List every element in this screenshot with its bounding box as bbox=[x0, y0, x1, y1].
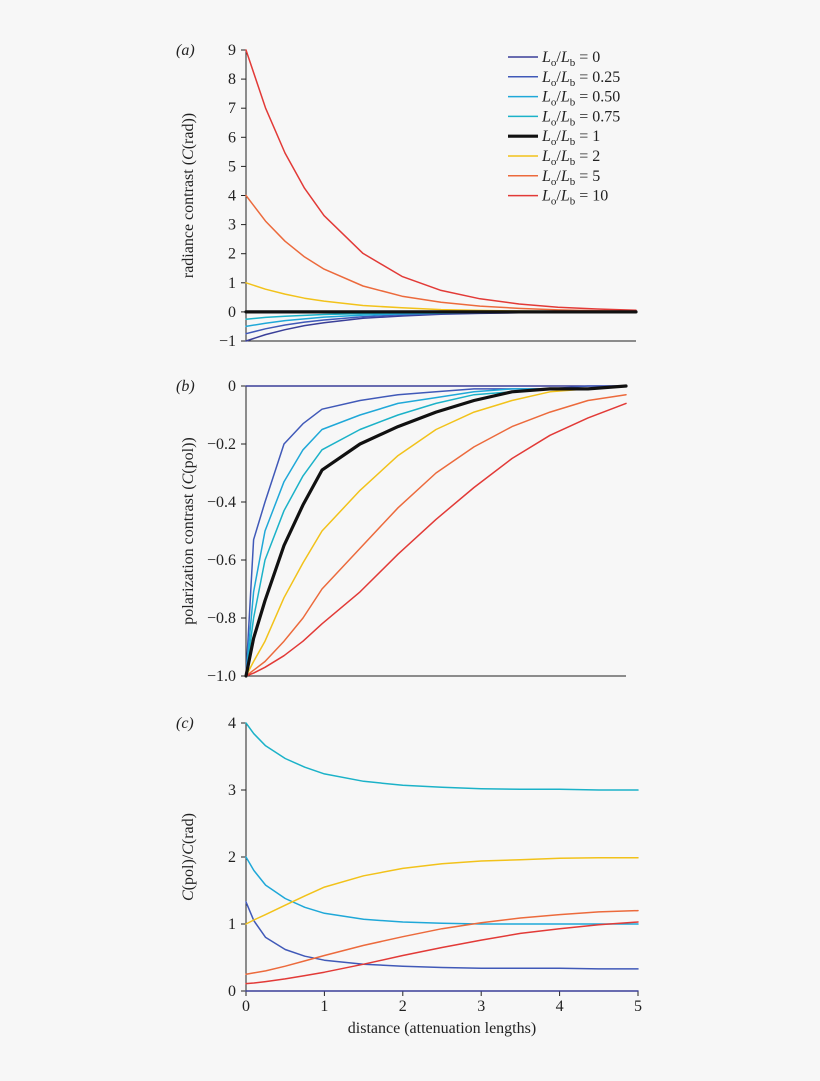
y-tick-label: −0.6 bbox=[207, 552, 236, 569]
legend-entry: Lo/Lb = 0.50 bbox=[541, 89, 620, 109]
y-tick-label: −1.0 bbox=[207, 668, 236, 685]
series-line-10 bbox=[245, 49, 637, 311]
legend-entry: Lo/Lb = 0 bbox=[541, 49, 600, 69]
y-tick-label: −1 bbox=[219, 333, 236, 350]
legend-entry: Lo/Lb = 0.25 bbox=[541, 69, 620, 89]
y-tick-label: 1 bbox=[228, 275, 236, 292]
y-tick-label: 8 bbox=[228, 71, 236, 88]
legend-entry: Lo/Lb = 0.75 bbox=[541, 108, 620, 128]
y-axis-label: polarization contrast (C(pol)) bbox=[180, 437, 197, 625]
series-line-0_75 bbox=[245, 722, 639, 791]
y-tick-label: 1 bbox=[228, 916, 236, 933]
panel-label: (a) bbox=[176, 42, 195, 59]
y-tick-label: 5 bbox=[228, 158, 236, 175]
series-line-2 bbox=[245, 385, 627, 677]
y-tick-label: 9 bbox=[228, 42, 236, 59]
y-tick-label: −0.2 bbox=[207, 436, 236, 453]
panel-label: (c) bbox=[176, 715, 194, 732]
x-tick-label: 0 bbox=[242, 998, 250, 1015]
series-line-0_50 bbox=[245, 856, 639, 925]
y-tick-label: 0 bbox=[228, 378, 236, 395]
series-line-1 bbox=[244, 384, 628, 678]
panel-0: (a) 9 8 7 6 5 4 3 2 1 0 −1 radiance contrast (C(rad)… bbox=[176, 42, 638, 350]
series-line-2 bbox=[245, 856, 639, 925]
legend-entry: Lo/Lb = 5 bbox=[541, 168, 600, 188]
x-tick-label: 3 bbox=[477, 998, 485, 1015]
panel-label: (b) bbox=[176, 378, 195, 395]
x-tick-label: 5 bbox=[634, 998, 642, 1015]
series-line-10 bbox=[245, 402, 627, 677]
series-line-0_25 bbox=[245, 901, 639, 970]
y-tick-label: 2 bbox=[228, 246, 236, 263]
y-tick-label: 0 bbox=[228, 304, 236, 321]
x-tick-label: 4 bbox=[556, 998, 564, 1015]
panel-2: (c) 4 3 2 1 00 1 2 3 4 5 C(pol)/C(rad) bbox=[176, 715, 642, 1015]
series-line-5 bbox=[245, 909, 639, 976]
y-tick-label: 7 bbox=[228, 100, 236, 117]
x-tick-label: 1 bbox=[320, 998, 328, 1015]
y-tick-label: 4 bbox=[228, 188, 236, 205]
y-tick-label: 0 bbox=[228, 983, 236, 1000]
y-tick-label: 3 bbox=[228, 782, 236, 799]
y-tick-label: 2 bbox=[228, 849, 236, 866]
y-tick-label: −0.8 bbox=[207, 610, 236, 627]
y-axis-label: C(pol)/C(rad) bbox=[180, 813, 197, 901]
series-line-10 bbox=[245, 921, 639, 985]
series-line-2 bbox=[245, 282, 637, 313]
y-tick-label: −0.4 bbox=[207, 494, 236, 511]
series-line-0 bbox=[245, 311, 637, 342]
y-axis-label: radiance contrast (C(rad)) bbox=[180, 113, 197, 278]
x-axis-label: distance (attenuation lengths) bbox=[348, 1020, 536, 1037]
x-tick-label: 2 bbox=[399, 998, 407, 1015]
panel-1: (b) 0 −0.2 −0.4 −0.6 −0.8 −1.0 polarization con… bbox=[176, 378, 628, 685]
legend-entry: Lo/Lb = 2 bbox=[541, 148, 600, 168]
y-tick-label: 4 bbox=[228, 715, 236, 732]
legend-entry: Lo/Lb = 10 bbox=[541, 188, 608, 208]
y-tick-label: 6 bbox=[228, 129, 236, 146]
y-tick-label: 3 bbox=[228, 217, 236, 234]
series-line-5 bbox=[245, 393, 627, 677]
legend-entry: Lo/Lb = 1 bbox=[541, 128, 600, 148]
series-line-5 bbox=[245, 194, 637, 312]
